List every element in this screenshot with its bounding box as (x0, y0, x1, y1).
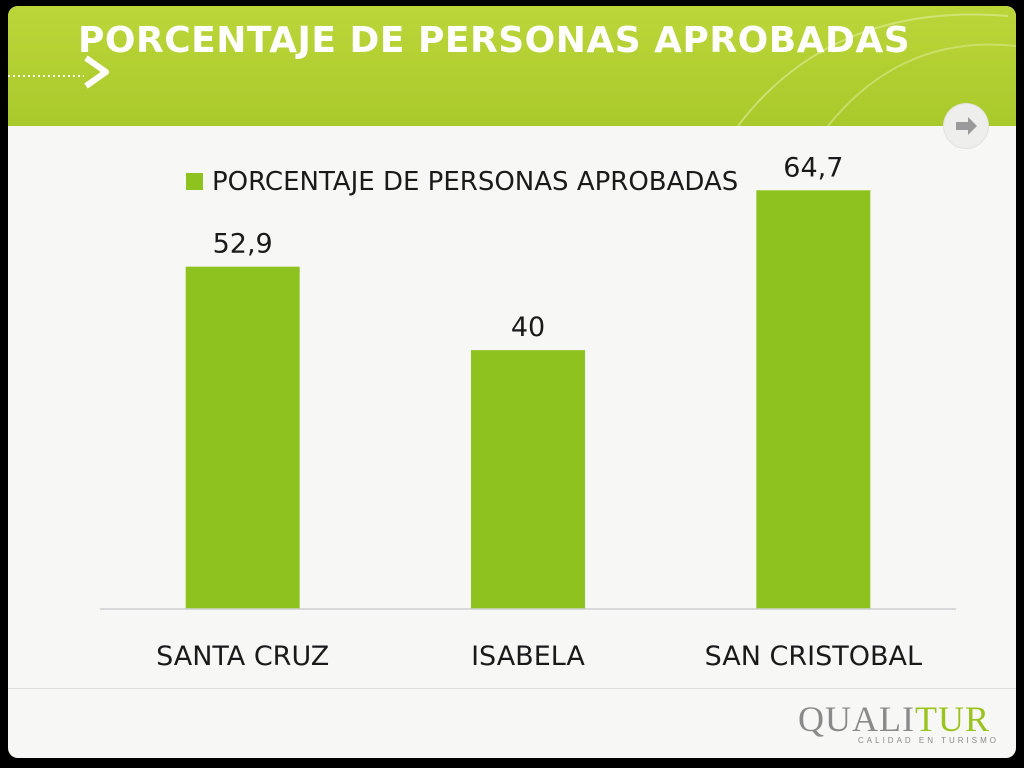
chevron-right-icon (84, 55, 109, 89)
logo-tagline: CALIDAD EN TURISMO (858, 736, 999, 745)
qualitur-logo: QUALITUR CALIDAD EN TURISMO (798, 698, 998, 748)
logo-word: QUALITUR (798, 698, 990, 740)
bar-san-cristobal (756, 190, 871, 609)
bar-isabela (471, 350, 585, 609)
logo-word-part2: TUR (914, 699, 990, 739)
header-band: PORCENTAJE DE PERSONAS APROBADAS (8, 6, 1016, 126)
x-tick-label: ISABELA (471, 641, 585, 672)
slide: PORCENTAJE DE PERSONAS APROBADAS PORCENT… (8, 6, 1016, 758)
x-tick-label: SANTA CRUZ (156, 641, 329, 672)
legend-label: PORCENTAJE DE PERSONAS APROBADAS (212, 167, 738, 197)
swirl-decoration (737, 13, 1016, 126)
slide-title: PORCENTAJE DE PERSONAS APROBADAS (78, 20, 911, 61)
logo-word-part1: QUALI (798, 699, 915, 739)
bar-chart: PORCENTAJE DE PERSONAS APROBADAS 52,9 SAN… (100, 152, 956, 672)
x-tick-label: SAN CRISTOBAL (705, 641, 922, 672)
footer-divider (8, 688, 1016, 689)
bar-santa-cruz (185, 266, 300, 609)
legend-swatch (186, 173, 203, 190)
right-arrow-icon (956, 117, 977, 135)
chart-legend: PORCENTAJE DE PERSONAS APROBADAS (186, 167, 738, 197)
data-label: 52,9 (213, 229, 273, 260)
data-label: 64,7 (783, 152, 843, 183)
data-label: 40 (511, 312, 545, 343)
next-slide-button[interactable] (944, 104, 988, 148)
